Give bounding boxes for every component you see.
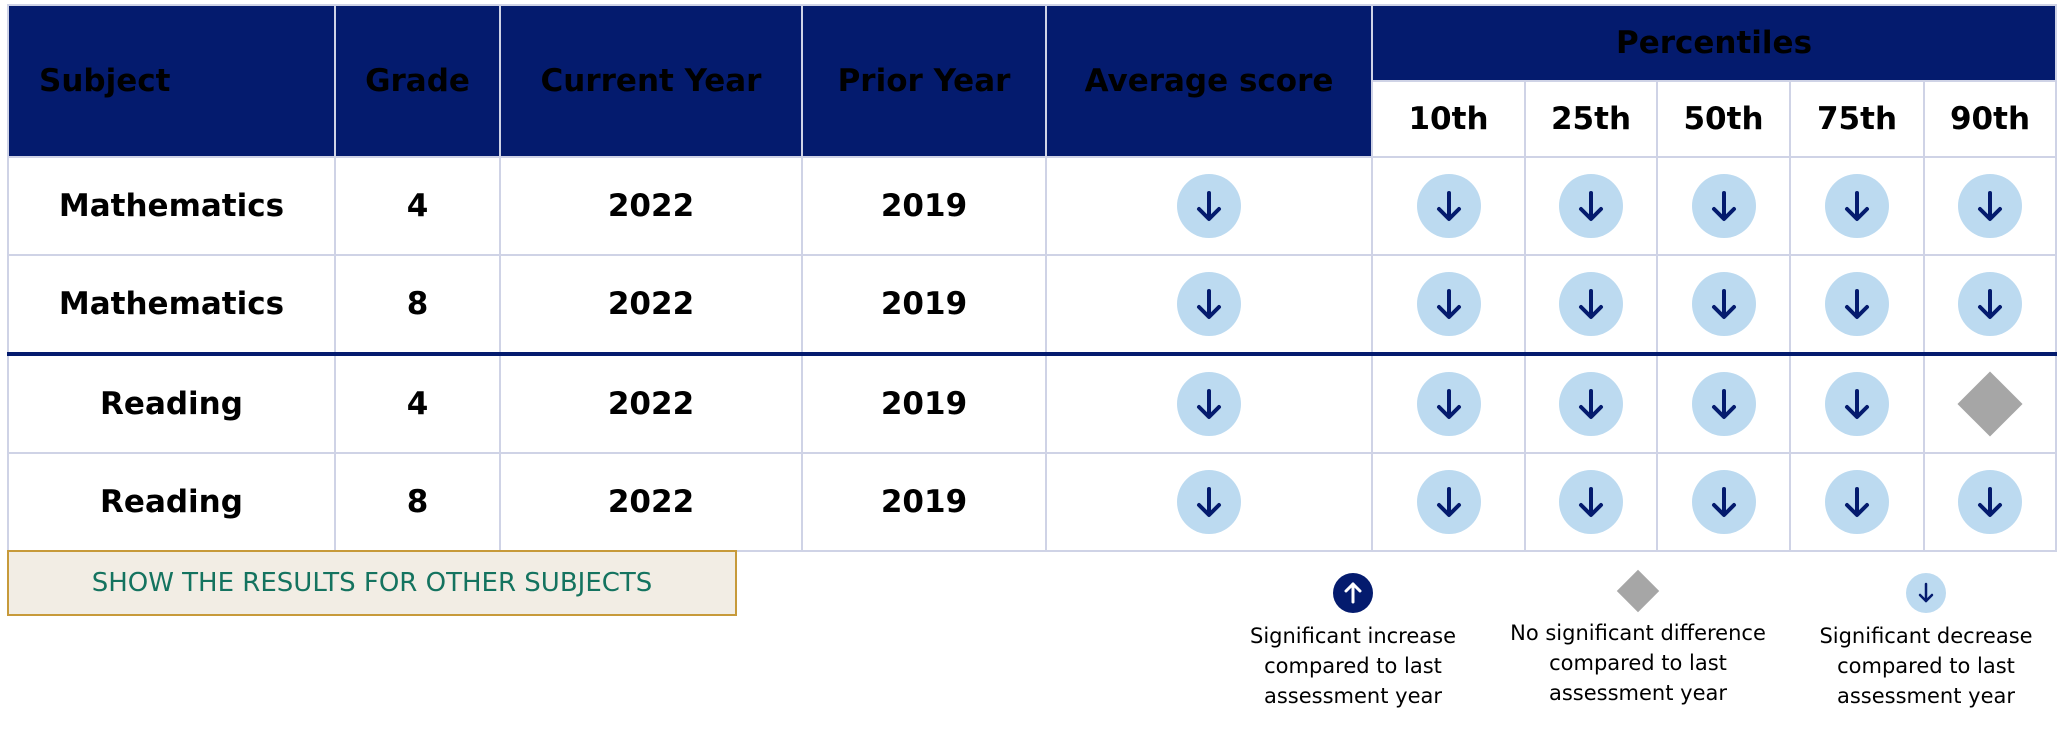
header-percentile-50th: 50th [1656, 80, 1791, 158]
percentile-cell [1371, 452, 1526, 552]
percentile-cell [1371, 156, 1526, 256]
arrow-down-circle-icon [1416, 272, 1481, 336]
percentile-cell [1371, 254, 1526, 355]
arrow-down-circle-icon [1416, 372, 1481, 436]
prior-year-cell: 2019 [801, 352, 1047, 454]
arrow-down-circle-icon [1559, 174, 1623, 238]
current-year-cell: 2022 [499, 352, 803, 454]
percentile-cell [1789, 156, 1925, 256]
legend-increase: Significant increase compared to last as… [1243, 573, 1463, 711]
arrow-down-circle-icon [1416, 174, 1481, 238]
prior-year-cell: 2019 [801, 254, 1047, 355]
subject-cell: Reading [7, 452, 336, 552]
percentile-cell [1656, 156, 1791, 256]
percentile-cell [1371, 352, 1526, 454]
legend-increase-line2: compared to last [1264, 654, 1442, 678]
percentile-cell [1656, 254, 1791, 355]
subject-cell: Mathematics [7, 156, 336, 256]
subject-cell: Reading [7, 352, 336, 454]
average-score-cell [1045, 254, 1373, 355]
average-score-cell [1045, 156, 1373, 256]
percentile-cell [1922, 452, 2058, 552]
header-subject: Subject [7, 4, 336, 158]
current-year-cell: 2022 [499, 156, 803, 256]
average-score-cell [1045, 452, 1373, 552]
legend-increase-line1: Significant increase [1249, 624, 1456, 648]
arrow-down-circle-icon [1825, 272, 1889, 336]
percentile-cell [1789, 352, 1925, 454]
arrow-down-circle-icon [1559, 272, 1623, 336]
arrow-down-circle-icon [1559, 470, 1623, 534]
table-row: Mathematics 8 2022 2019 [7, 254, 2058, 355]
arrow-down-circle-icon [1958, 272, 2022, 336]
arrow-down-circle-icon [1177, 174, 1241, 238]
percentile-cell [1656, 452, 1791, 552]
arrow-down-circle-icon [1416, 470, 1481, 534]
percentile-cell [1524, 452, 1658, 552]
legend-increase-line3: assessment year [1264, 684, 1442, 708]
percentile-cell [1922, 352, 2058, 454]
arrow-down-circle-icon [1691, 272, 1756, 336]
percentile-cell [1789, 452, 1925, 552]
arrow-down-circle-icon [1691, 174, 1756, 238]
percentile-cell [1524, 352, 1658, 454]
header-percentile-10th: 10th [1371, 80, 1526, 158]
percentile-cell [1922, 156, 2058, 256]
header-average-score: Average score [1045, 4, 1373, 158]
diamond-icon [1616, 569, 1660, 613]
subject-cell: Mathematics [7, 254, 336, 355]
table-row: Reading 8 2022 2019 [7, 452, 2058, 552]
diamond-icon [1957, 371, 2023, 437]
legend-no-difference: No significant difference compared to la… [1508, 569, 1768, 708]
arrow-down-circle-icon [1691, 372, 1756, 436]
arrow-down-circle-icon [1691, 470, 1756, 534]
prior-year-cell: 2019 [801, 156, 1047, 256]
percentile-cell [1524, 254, 1658, 355]
grade-cell: 4 [334, 352, 501, 454]
show-other-subjects-button[interactable]: SHOW THE RESULTS FOR OTHER SUBJECTS [7, 550, 737, 616]
header-prior-year: Prior Year [801, 4, 1047, 158]
current-year-cell: 2022 [499, 452, 803, 552]
legend-no-difference-line2: compared to last [1549, 651, 1727, 675]
percentile-cell [1789, 254, 1925, 355]
current-year-cell: 2022 [499, 254, 803, 355]
legend-decrease-line1: Significant decrease [1819, 624, 2033, 648]
percentile-cell [1524, 156, 1658, 256]
arrow-up-circle-icon [1333, 573, 1373, 613]
arrow-down-circle-icon [1825, 372, 1889, 436]
legend-no-difference-line1: No significant difference [1510, 621, 1766, 645]
arrow-down-circle-icon [1958, 174, 2022, 238]
legend-no-difference-line3: assessment year [1549, 681, 1727, 705]
grade-cell: 8 [334, 452, 501, 552]
grade-cell: 8 [334, 254, 501, 355]
results-table: Subject Grade Current Year Prior Year Av… [7, 4, 2058, 552]
arrow-down-circle-icon [1958, 470, 2022, 534]
legend-decrease-line2: compared to last [1837, 654, 2015, 678]
arrow-down-circle-icon [1825, 470, 1889, 534]
header-grade: Grade [334, 4, 501, 158]
prior-year-cell: 2019 [801, 452, 1047, 552]
header-current-year: Current Year [499, 4, 803, 158]
arrow-down-circle-icon [1177, 372, 1241, 436]
arrow-down-circle-icon [1177, 272, 1241, 336]
header-percentile-75th: 75th [1789, 80, 1925, 158]
arrow-down-circle-icon [1906, 573, 1946, 613]
legend-decrease-line3: assessment year [1837, 684, 2015, 708]
average-score-cell [1045, 352, 1373, 454]
grade-cell: 4 [334, 156, 501, 256]
header-percentiles: Percentiles [1370, 4, 2058, 82]
table-row: Mathematics 4 2022 2019 [7, 156, 2058, 256]
header-percentile-25th: 25th [1524, 80, 1658, 158]
percentile-cell [1922, 254, 2058, 355]
table-row: Reading 4 2022 2019 [7, 352, 2058, 454]
header-percentile-90th: 90th [1922, 80, 2058, 158]
legend-decrease: Significant decrease compared to last as… [1816, 573, 2036, 711]
percentile-cell [1656, 352, 1791, 454]
arrow-down-circle-icon [1177, 470, 1241, 534]
arrow-down-circle-icon [1825, 174, 1889, 238]
arrow-down-circle-icon [1559, 372, 1623, 436]
